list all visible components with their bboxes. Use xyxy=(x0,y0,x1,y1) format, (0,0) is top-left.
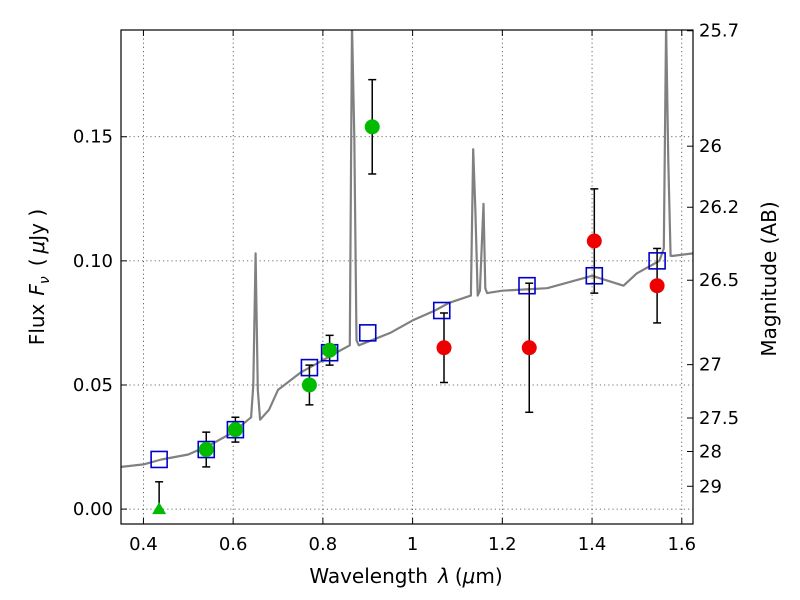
model-photometry-square xyxy=(197,440,216,459)
y-tick-label: 0.05 xyxy=(73,375,113,396)
x-tick-label: 0.8 xyxy=(309,534,338,555)
y-axis-label: FluxFν(μJy ) xyxy=(25,209,53,345)
error-bars xyxy=(155,78,662,510)
model-photometry-square xyxy=(226,420,245,439)
x-tick-label: 1.4 xyxy=(578,534,607,555)
model-photometry-square xyxy=(300,358,319,377)
y2-tick-label: 27.5 xyxy=(699,408,739,429)
x-tick-label: 0.4 xyxy=(129,534,158,555)
x-tick-label: 1 xyxy=(407,534,418,555)
y2-tick-label: 26.5 xyxy=(699,270,739,291)
model-photometry-square xyxy=(648,252,666,270)
model-photometry-square xyxy=(518,276,536,295)
x-tick-label: 1.2 xyxy=(488,534,517,555)
photometry-point xyxy=(364,119,380,135)
data-markers xyxy=(150,119,666,515)
model-photometry-square xyxy=(585,266,604,285)
model-photometry-square xyxy=(432,301,451,320)
upper-limit-triangle xyxy=(152,502,167,515)
y-tick-label: 0.10 xyxy=(73,251,113,272)
photometry-point xyxy=(649,278,665,294)
ticks xyxy=(121,30,693,524)
photometry-point xyxy=(436,340,452,356)
x-tick-label: 0.6 xyxy=(219,534,248,555)
model-photometry-square xyxy=(358,324,377,342)
y-tick-label: 0.00 xyxy=(73,499,113,520)
y2-tick-label: 28 xyxy=(699,442,722,463)
x-axis-label: Wavelength λ (μm) xyxy=(309,564,502,588)
y2-tick-label: 27 xyxy=(699,355,722,376)
photometry-point xyxy=(322,342,338,358)
photometry-point xyxy=(227,422,243,438)
photometry-point xyxy=(198,442,214,458)
y2-tick-label: 29 xyxy=(699,476,722,497)
plot-frame xyxy=(120,29,694,525)
model-photometry-square xyxy=(150,450,168,469)
photometry-point xyxy=(586,233,602,249)
photometry-point xyxy=(301,377,317,393)
spectrum-line xyxy=(121,30,693,468)
y2-axis-label: Magnitude (AB) xyxy=(757,201,781,356)
x-tick-label: 1.6 xyxy=(667,534,696,555)
y-tick-labels: 0.00 0.05 0.10 0.15 xyxy=(73,127,113,520)
x-tick-labels: 0.4 0.6 0.8 1 1.2 1.4 1.6 xyxy=(129,534,696,555)
y2-tick-label: 26 xyxy=(699,136,722,157)
photometry-point xyxy=(521,340,537,356)
y2-tick-label: 26.2 xyxy=(699,197,739,218)
model-spectrum xyxy=(121,30,693,468)
y2-tick-labels: 25.7 26 26.2 26.5 27 27.5 28 29 xyxy=(699,21,739,498)
y-tick-label: 0.15 xyxy=(73,127,113,148)
y2-tick-label: 25.7 xyxy=(699,21,739,42)
